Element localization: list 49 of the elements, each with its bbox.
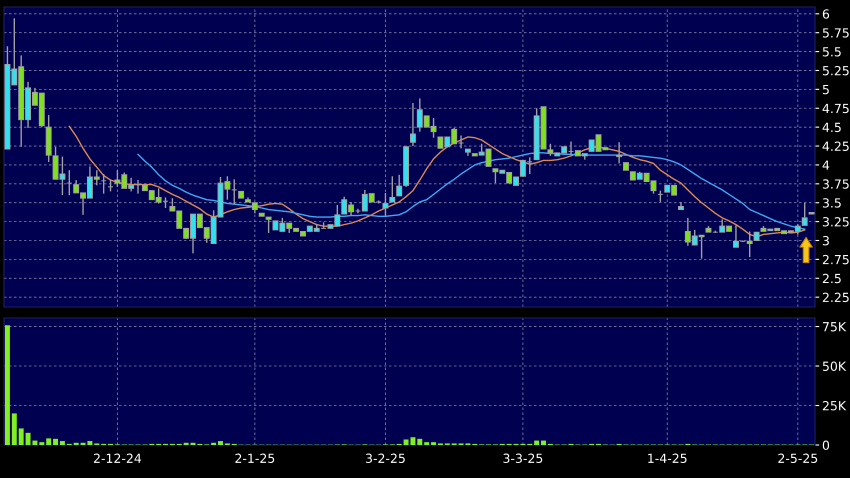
y-tick-label: 2.5 (822, 274, 841, 284)
y-tick-label: 75K (822, 322, 846, 332)
bar (431, 442, 436, 445)
candlestick (382, 192, 388, 216)
bar (26, 432, 31, 445)
x-tick-label: 3-2-25 (366, 454, 405, 464)
y-tick-label: 4.5 (822, 122, 841, 132)
bar (60, 441, 65, 445)
candlestick (135, 179, 141, 194)
y-tick-label: 4.25 (822, 142, 849, 151)
y-tick-label: 3 (822, 236, 829, 246)
y-tick-label: 25K (822, 400, 846, 410)
x-tick-label: 3-3-25 (503, 454, 542, 464)
x-tick-label: 1-4-25 (648, 454, 687, 464)
bar (53, 438, 58, 445)
y-tick-label: 3.5 (822, 198, 841, 208)
y-tick-label: 0 (822, 440, 830, 450)
candlestick (657, 190, 664, 203)
candlestick (389, 176, 396, 203)
y-tick-label: 4 (822, 160, 830, 170)
y-tick-label: 2.75 (822, 254, 849, 264)
y-tick-label: 3.25 (822, 217, 849, 227)
y-tick-label: 4.75 (822, 104, 849, 114)
candlestick (231, 178, 238, 205)
y-tick-label: 5.75 (822, 28, 849, 38)
bar (87, 441, 92, 445)
y-tick-label: 50K (822, 361, 846, 371)
candlestick (616, 142, 622, 164)
y-tick-label: 5.5 (822, 47, 841, 57)
line-series (68, 126, 806, 238)
y-tick-label: 6 (822, 9, 830, 19)
bar (404, 439, 409, 445)
y-tick-label: 5 (822, 85, 829, 94)
x-tick-label: 2-1-25 (235, 454, 274, 464)
bar (4, 325, 10, 445)
bar (534, 440, 540, 445)
bar (218, 441, 223, 445)
x-tick-label: 2-5-25 (778, 454, 818, 464)
y-tick-label: 2.25 (822, 292, 849, 302)
x-tick-label: 2-12-24 (94, 454, 142, 463)
candlestick (100, 173, 107, 194)
bar (32, 440, 38, 445)
bar (541, 440, 546, 445)
candlestick (66, 170, 72, 196)
bar (410, 437, 416, 445)
y-tick-label: 3.75 (822, 179, 849, 189)
y-tick-label: 5.25 (822, 66, 849, 76)
candlestick (108, 179, 114, 192)
candlestick (410, 102, 416, 147)
